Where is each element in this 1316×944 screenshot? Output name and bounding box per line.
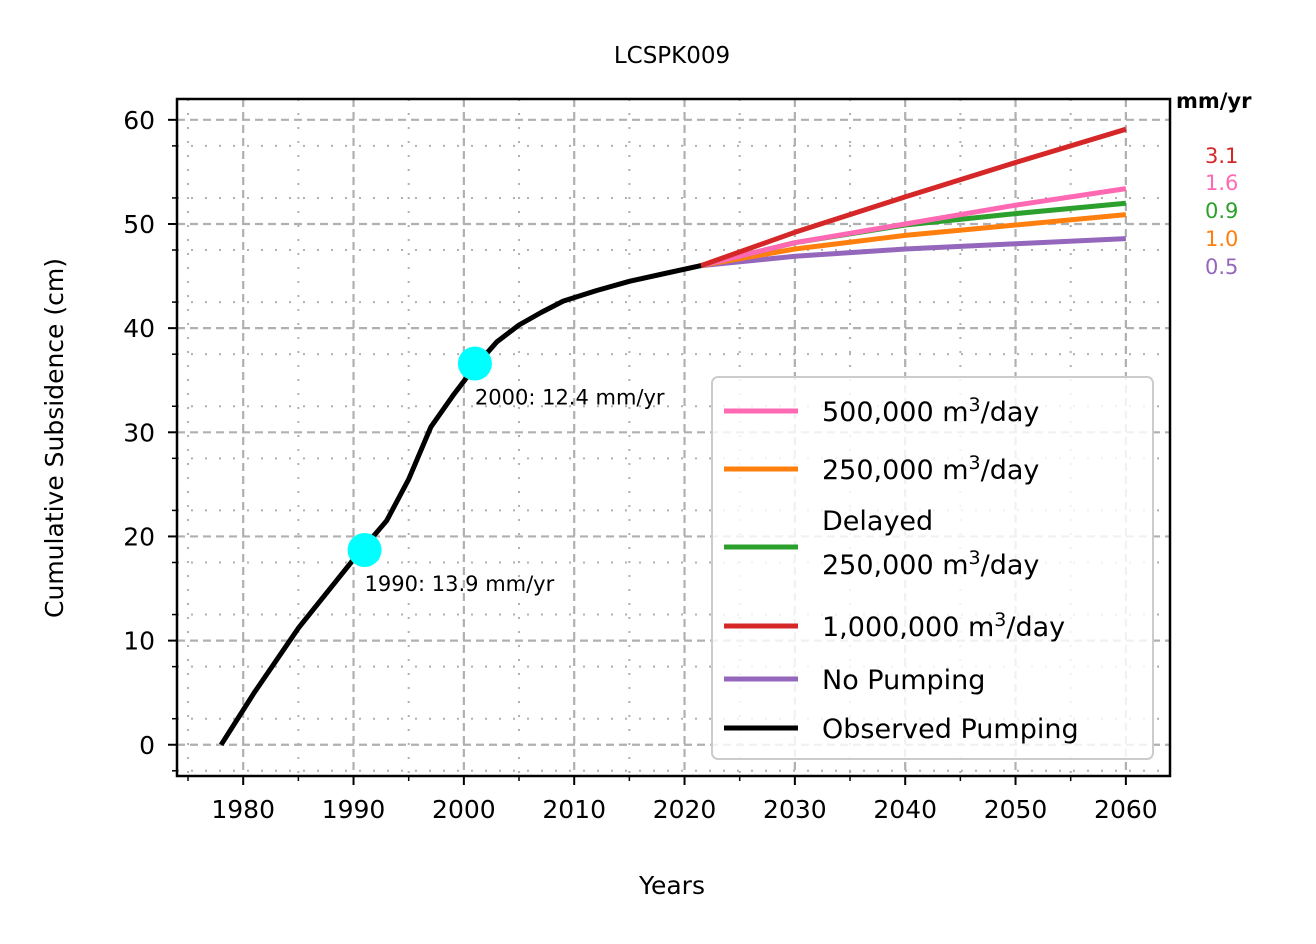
unit-rest: /day <box>981 455 1040 486</box>
legend-label: 500,000 m3/day <box>822 394 1039 428</box>
unit-rest: /day <box>981 397 1040 428</box>
legend-label: Observed Pumping <box>822 714 1079 745</box>
legend-box <box>711 376 1154 760</box>
rate-value: 0.5 <box>1205 255 1238 279</box>
legend-label: 1,000,000 m3/day <box>822 609 1065 643</box>
chart-title: LCSPK009 <box>614 43 730 69</box>
y-tick-label: 40 <box>123 314 155 343</box>
x-tick-label: 1990 <box>322 795 386 824</box>
highlight-points: 1990: 13.9 mm/yr 2000: 12.4 mm/yr <box>347 346 665 596</box>
x-tick-label: 2000 <box>432 795 496 824</box>
rates-header: mm/yr <box>1176 89 1252 113</box>
rate-value: 1.0 <box>1205 227 1238 251</box>
y-tick-label: 30 <box>123 418 155 447</box>
legend-label-line: 250,000 m3/day <box>822 547 1039 581</box>
legend-label-line: Delayed <box>822 506 933 537</box>
rate-labels: mm/yr 3.1 1.6 0.9 1.0 0.5 <box>1176 89 1252 279</box>
legend-label: Delayed 250,000 m3/day <box>822 506 1039 581</box>
series-line <box>700 186 1127 269</box>
rate-value: 0.9 <box>1205 199 1238 223</box>
legend-label: 250,000 m3/day <box>822 452 1039 486</box>
rate-value: 3.1 <box>1205 144 1238 168</box>
y-tick-label: 0 <box>139 731 155 760</box>
highlight-point <box>457 346 492 381</box>
point-annotation: 1990: 13.9 mm/yr <box>365 572 555 596</box>
x-tick-label: 2030 <box>763 795 827 824</box>
y-tick-label: 50 <box>123 210 155 239</box>
x-tick-label: 2020 <box>653 795 717 824</box>
series-line <box>700 236 1127 269</box>
highlight-point <box>347 532 382 567</box>
x-tick-label: 2060 <box>1094 795 1158 824</box>
legend: 500,000 m3/day 250,000 m3/day Delayed 250,0… <box>711 376 1154 760</box>
y-tick-label: 60 <box>123 106 155 135</box>
x-tick-label: 2010 <box>542 795 606 824</box>
x-tick-label: 2050 <box>984 795 1048 824</box>
x-tick-label: 1980 <box>211 795 275 824</box>
series-line <box>700 212 1127 269</box>
y-tick-label: 20 <box>123 522 155 551</box>
y-tick-label: 10 <box>123 627 155 656</box>
superscript: 3 <box>969 394 981 416</box>
point-annotation: 2000: 12.4 mm/yr <box>475 386 665 410</box>
axes: 1980 1990 2000 2010 2020 2030 2040 2050 20600102… <box>123 106 1157 824</box>
superscript: 3 <box>969 547 981 569</box>
legend-label: No Pumping <box>822 665 985 696</box>
plot-frame <box>175 97 1172 778</box>
unit-rest: /day <box>981 550 1040 581</box>
y-axis-label: Cumulative Subsidence (cm) <box>40 258 69 618</box>
superscript: 3 <box>969 452 981 474</box>
superscript: 3 <box>994 609 1006 631</box>
series-line <box>700 126 1127 268</box>
x-axis-label: Years <box>638 871 705 900</box>
rate-value: 1.6 <box>1205 171 1238 195</box>
x-tick-label: 2040 <box>873 795 937 824</box>
unit-rest: /day <box>1006 612 1065 643</box>
